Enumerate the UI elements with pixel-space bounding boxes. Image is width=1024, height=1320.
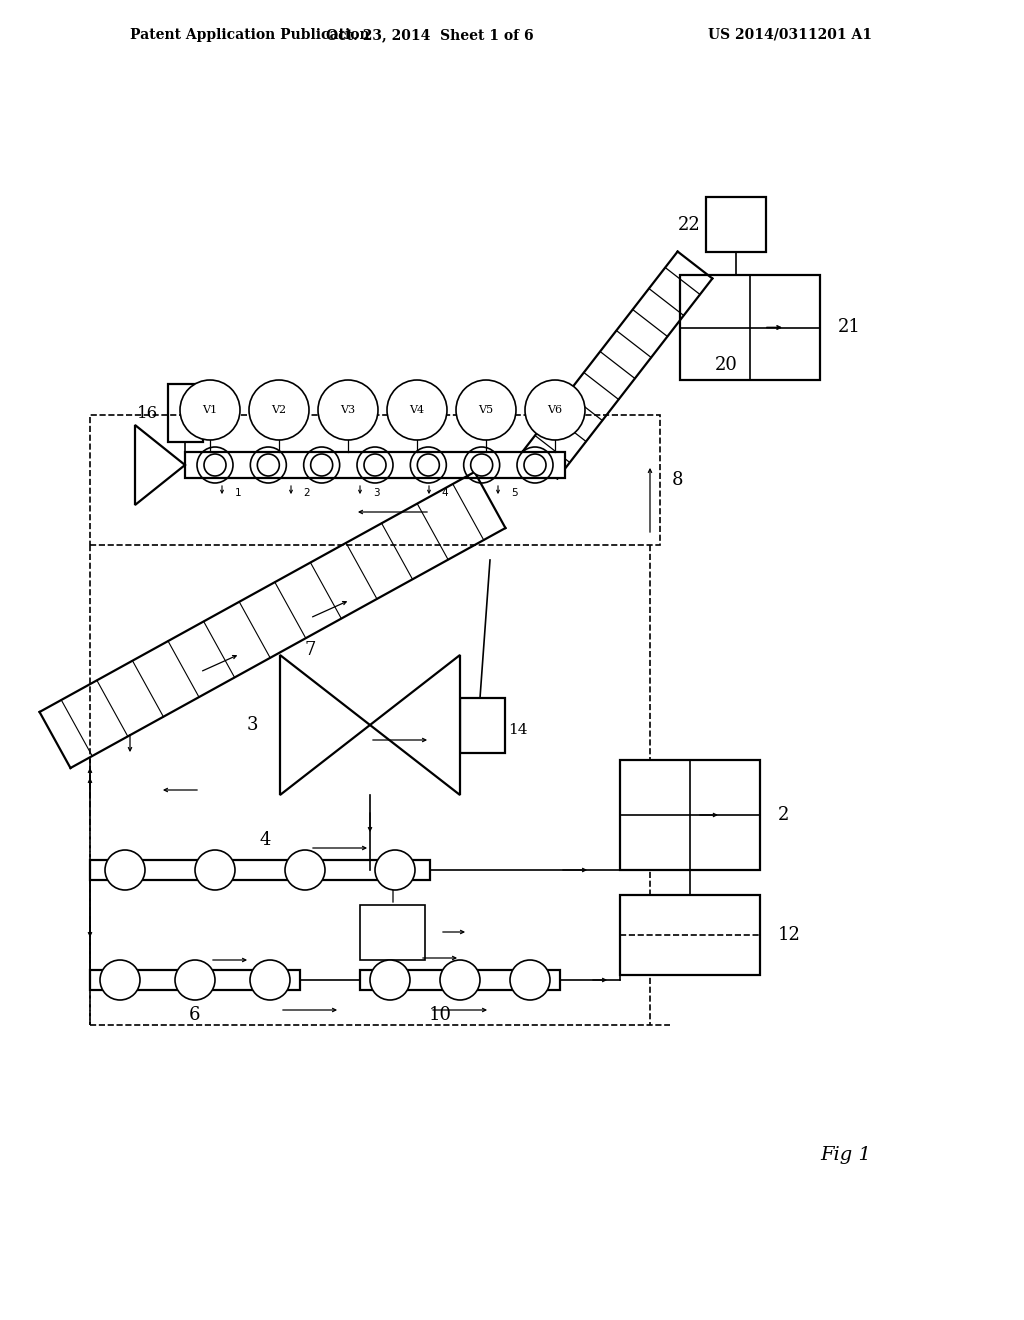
Circle shape (510, 960, 550, 1001)
Text: V3: V3 (340, 405, 355, 414)
Bar (680, 275, 820, 380)
Text: 16: 16 (137, 404, 158, 421)
Circle shape (364, 454, 386, 477)
Circle shape (456, 380, 516, 440)
Text: Oct. 23, 2014  Sheet 1 of 6: Oct. 23, 2014 Sheet 1 of 6 (327, 28, 534, 42)
Text: V6: V6 (548, 405, 562, 414)
Bar (90, 861, 430, 880)
Polygon shape (280, 655, 370, 795)
Circle shape (387, 380, 447, 440)
Circle shape (105, 850, 145, 890)
Circle shape (310, 454, 333, 477)
Circle shape (318, 380, 378, 440)
Circle shape (175, 960, 215, 1001)
Text: 14: 14 (508, 723, 527, 737)
Bar (90, 414, 660, 545)
Circle shape (204, 454, 226, 477)
Bar (360, 906, 425, 960)
Circle shape (250, 960, 290, 1001)
Circle shape (471, 454, 493, 477)
Text: Patent Application Publication: Patent Application Publication (130, 28, 370, 42)
Text: 1: 1 (234, 488, 242, 498)
Text: 7: 7 (304, 642, 315, 659)
Bar (90, 970, 300, 990)
Text: 20: 20 (715, 356, 738, 374)
Text: 4: 4 (260, 832, 271, 849)
Text: 5: 5 (511, 488, 517, 498)
Text: V5: V5 (478, 405, 494, 414)
Text: V4: V4 (410, 405, 425, 414)
Bar (185, 451, 565, 478)
Polygon shape (370, 655, 460, 795)
Text: 10: 10 (428, 1006, 452, 1024)
Text: 21: 21 (838, 318, 861, 337)
Circle shape (525, 380, 585, 440)
Circle shape (100, 960, 140, 1001)
Circle shape (249, 380, 309, 440)
Text: 12: 12 (778, 927, 801, 944)
Text: V1: V1 (203, 405, 217, 414)
Circle shape (180, 380, 240, 440)
Text: 3: 3 (373, 488, 379, 498)
Text: Fig 1: Fig 1 (820, 1146, 870, 1164)
Polygon shape (135, 425, 185, 506)
Circle shape (195, 850, 234, 890)
Text: US 2014/0311201 A1: US 2014/0311201 A1 (708, 28, 872, 42)
Text: V2: V2 (271, 405, 287, 414)
Bar (360, 970, 560, 990)
Circle shape (418, 454, 439, 477)
Circle shape (285, 850, 325, 890)
Bar (620, 760, 760, 870)
Circle shape (524, 454, 546, 477)
Text: 8: 8 (672, 471, 683, 488)
Circle shape (440, 960, 480, 1001)
Bar (460, 698, 505, 752)
Text: 4: 4 (441, 488, 449, 498)
Bar (620, 895, 760, 975)
Bar (168, 384, 203, 442)
Text: 22: 22 (678, 215, 701, 234)
Circle shape (370, 960, 410, 1001)
Circle shape (375, 850, 415, 890)
Bar (706, 197, 766, 252)
Text: 2: 2 (304, 488, 310, 498)
Text: 3: 3 (247, 715, 258, 734)
Text: 6: 6 (189, 1006, 201, 1024)
Text: 2: 2 (778, 807, 790, 824)
Circle shape (257, 454, 280, 477)
